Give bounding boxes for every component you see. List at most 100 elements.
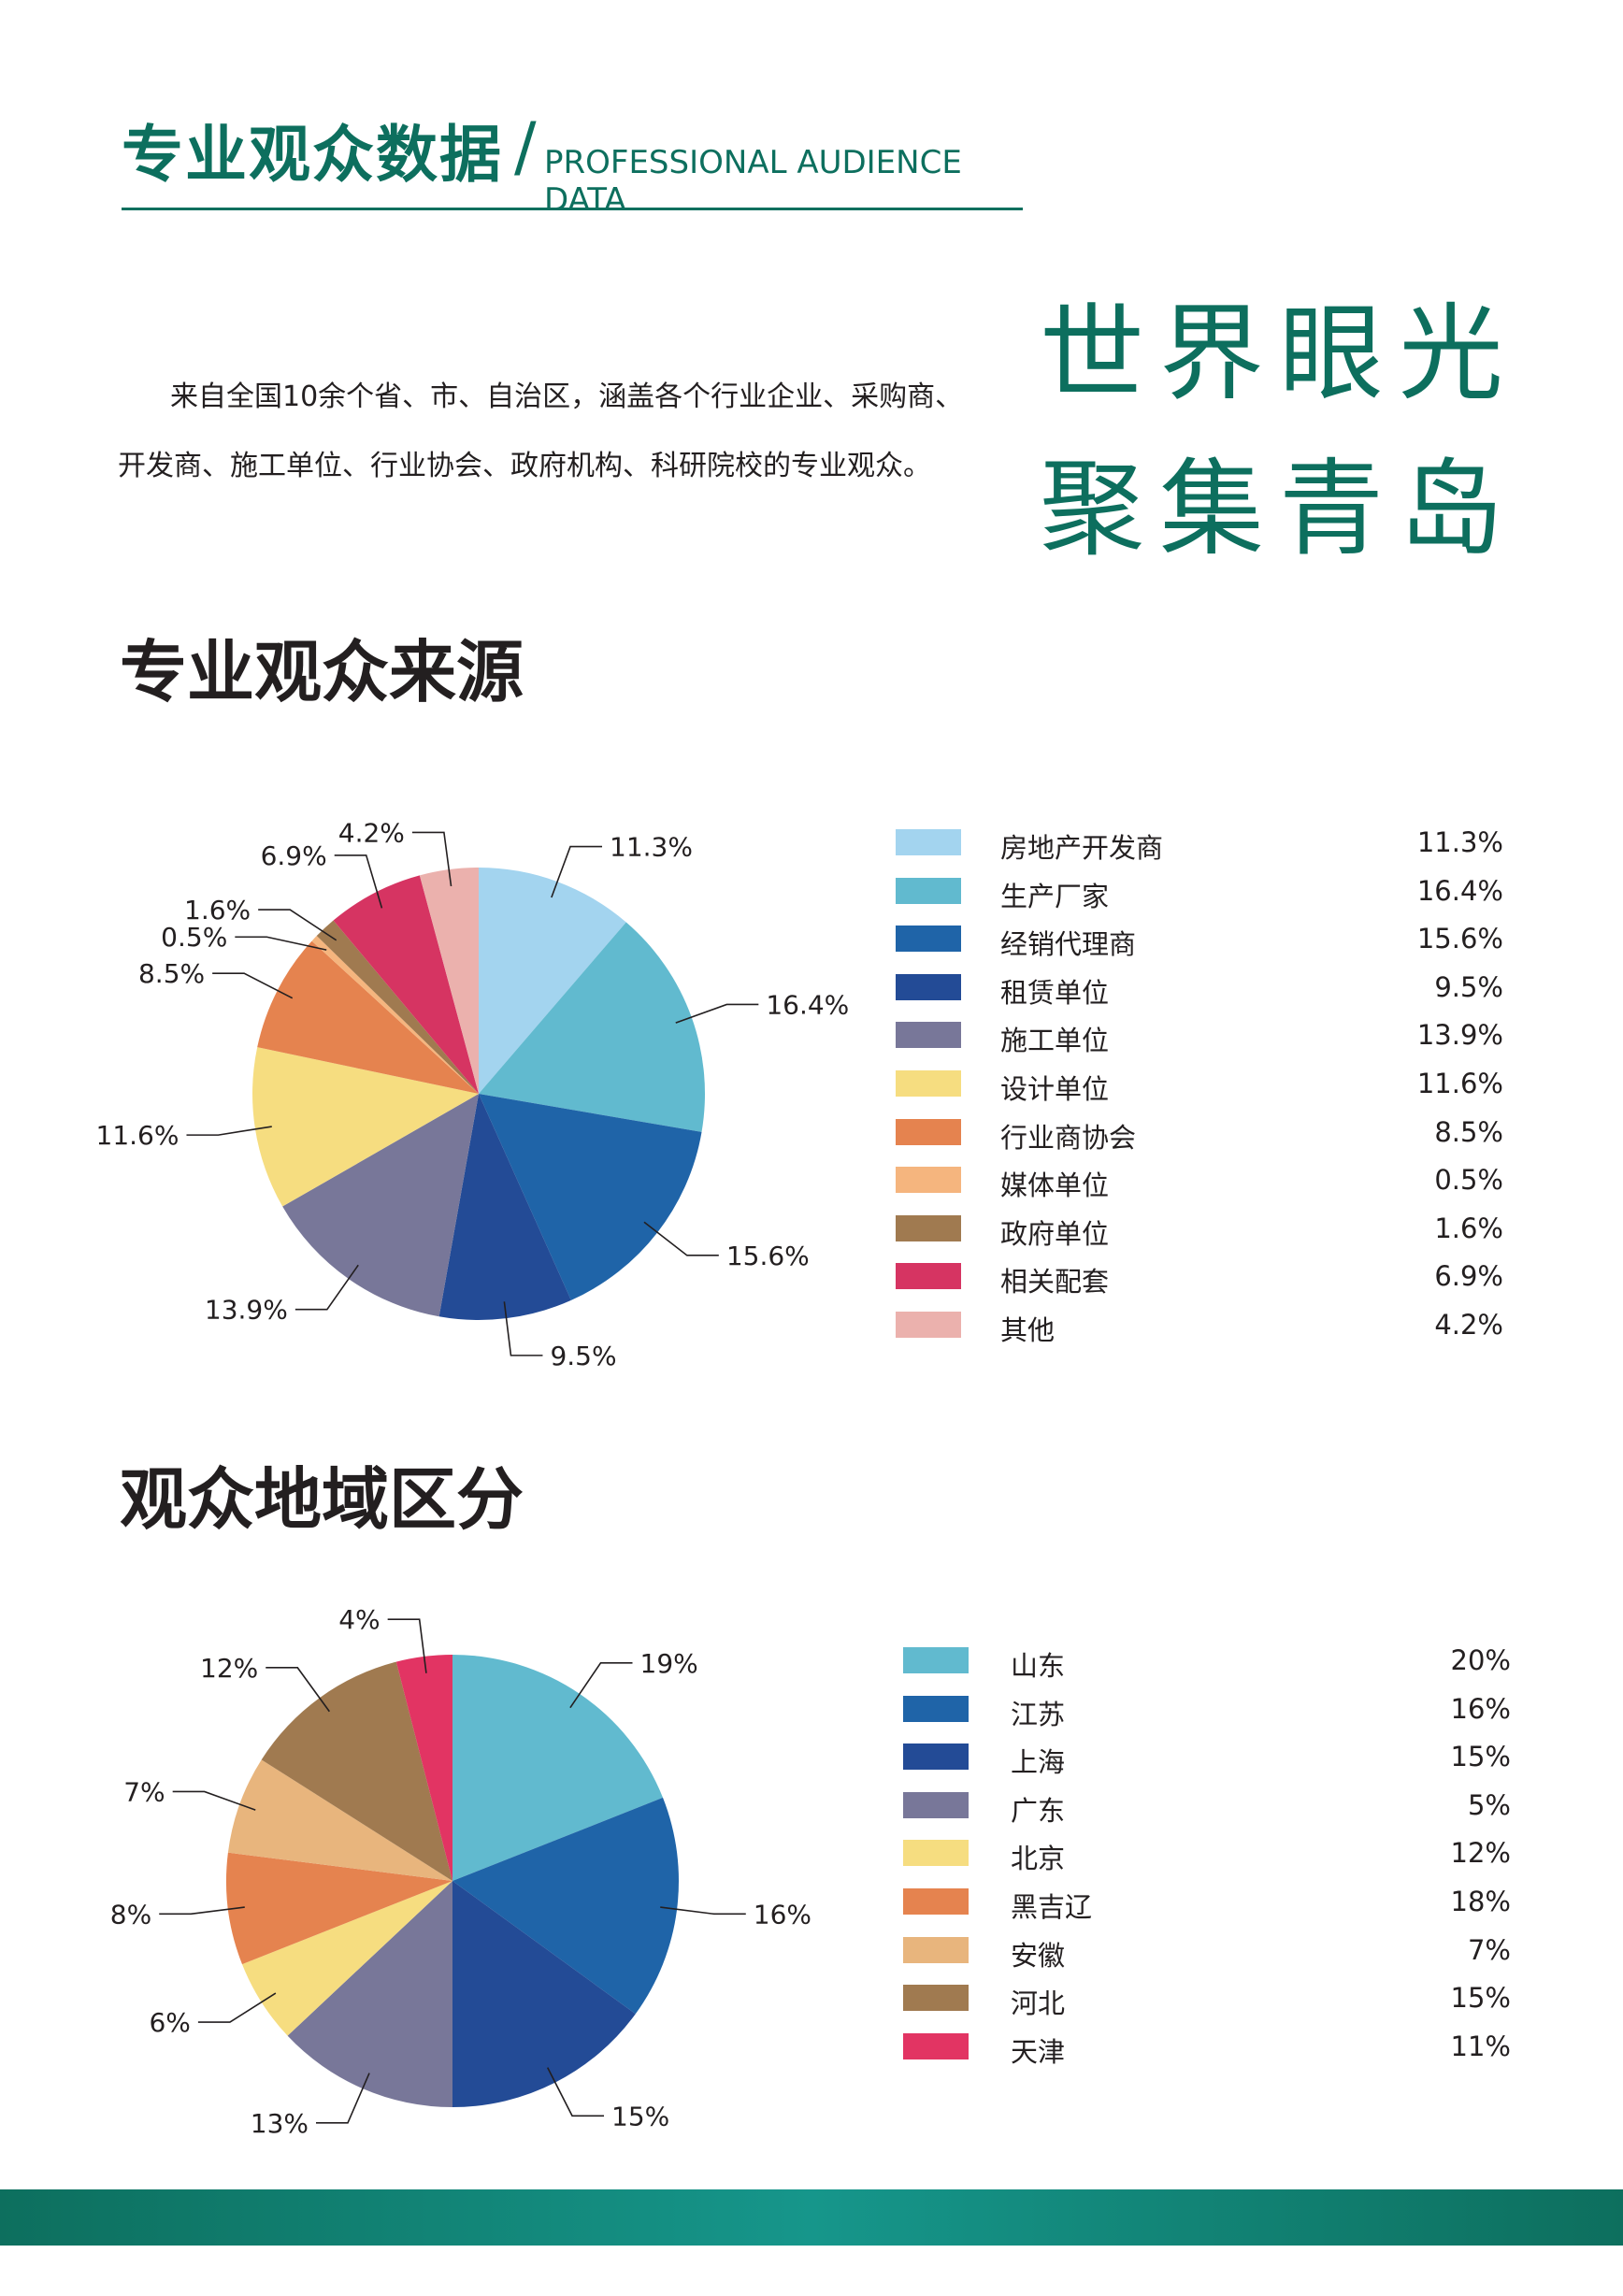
pie-slice-5 bbox=[252, 1047, 479, 1207]
legend-swatch bbox=[896, 829, 961, 855]
pie-slice-7 bbox=[261, 1661, 452, 1881]
legend-value: 16% bbox=[1450, 1692, 1511, 1725]
legend-value: 16.4% bbox=[1416, 874, 1503, 907]
legend-swatch bbox=[903, 1791, 969, 1818]
legend-item: 设计单位 11.6% bbox=[896, 1068, 1503, 1105]
pie-label-4: 6% bbox=[149, 2007, 190, 2038]
pie-chart-source: 11.3% 16.4% 15.6% 9.5% 13.9% 11.6% 8.5% 0.5%1.6… bbox=[96, 817, 850, 1370]
legend-swatch bbox=[896, 926, 961, 953]
pie-label-9: 6.9% bbox=[261, 840, 327, 871]
pie-label-3: 13% bbox=[251, 2108, 309, 2139]
legend-value: 1.6% bbox=[1434, 1212, 1503, 1244]
pie-slice-9 bbox=[333, 875, 479, 1094]
pie-slice-8 bbox=[316, 920, 479, 1094]
legend-value: 18% bbox=[1450, 1886, 1511, 1917]
pie-label-0: 11.3% bbox=[610, 832, 693, 863]
legend-label: 政府单位 bbox=[1000, 1217, 1110, 1250]
leader-line-8 bbox=[258, 909, 338, 941]
legend-swatch bbox=[896, 1167, 961, 1194]
legend-item: 黑吉辽 18% bbox=[903, 1886, 1511, 1923]
pie-slice-0 bbox=[479, 868, 626, 1094]
legend-item: 广东 5% bbox=[903, 1789, 1511, 1827]
leader-line-0 bbox=[551, 845, 603, 898]
legend-label: 媒体单位 bbox=[1000, 1170, 1110, 1202]
pie-chart-region: 19% 16% 15% 13% 6% 8% 7% 12% 4% bbox=[110, 1604, 812, 2139]
legend-item: 天津 11% bbox=[903, 2030, 1511, 2068]
leader-line-3 bbox=[316, 2073, 370, 2124]
legend-value: 15% bbox=[1450, 1982, 1511, 2015]
legend-swatch bbox=[903, 1985, 969, 2012]
legend-swatch bbox=[896, 1022, 961, 1049]
leader-line-7 bbox=[266, 1667, 330, 1713]
pie-label-3: 9.5% bbox=[550, 1341, 616, 1371]
legend-value: 11.3% bbox=[1416, 826, 1503, 858]
legend-swatch bbox=[903, 1840, 969, 1867]
legend-item: 施工单位 13.9% bbox=[896, 1019, 1503, 1056]
pie-label-0: 19% bbox=[640, 1648, 698, 1679]
pie-label-2: 15.6% bbox=[726, 1241, 810, 1271]
footer-bar bbox=[0, 2189, 1623, 2246]
legend-value: 15.6% bbox=[1416, 923, 1503, 955]
legend-region: 山东 20% 江苏 16% 上海 15% 广东 5% 北京 12% 黑吉辽 18% 安徽 7% 河北 15% 天… bbox=[903, 1644, 1511, 2131]
legend-item: 河北 15% bbox=[903, 1982, 1511, 2019]
legend-item: 媒体单位 0.5% bbox=[896, 1164, 1503, 1201]
pie-slice-7 bbox=[311, 936, 479, 1094]
legend-swatch bbox=[896, 1118, 961, 1145]
legend-item: 上海 15% bbox=[903, 1741, 1511, 1778]
page-subtitle: PROFESSIONAL AUDIENCE DATA bbox=[544, 144, 962, 219]
legend-swatch bbox=[903, 1695, 969, 1722]
legend-item: 经销代理商 15.6% bbox=[896, 923, 1503, 960]
legend-value: 7% bbox=[1467, 1933, 1511, 1966]
legend-value: 15% bbox=[1450, 1741, 1511, 1773]
legend-label: 设计单位 bbox=[1000, 1073, 1110, 1105]
legend-value: 11% bbox=[1450, 2030, 1511, 2062]
legend-item: 江苏 16% bbox=[903, 1692, 1511, 1730]
pie-label-7: 12% bbox=[200, 1653, 258, 1684]
legend-label: 相关配套 bbox=[1000, 1266, 1110, 1299]
legend-swatch bbox=[903, 1647, 969, 1673]
leader-line-1 bbox=[660, 1906, 746, 1916]
pie-label-10: 4.2% bbox=[338, 817, 405, 848]
slogan-line-2: 聚集青岛 bbox=[1040, 449, 1518, 570]
leader-line-5 bbox=[186, 1126, 272, 1136]
page-title: 专业观众数据 bbox=[122, 119, 503, 191]
page-header: 专业观众数据 / PROFESSIONAL AUDIENCE DATA bbox=[122, 105, 1023, 219]
legend-value: 12% bbox=[1450, 1837, 1511, 1870]
legend-label: 河北 bbox=[1011, 1987, 1066, 2020]
legend-item: 政府单位 1.6% bbox=[896, 1212, 1503, 1250]
pie-slice-0 bbox=[452, 1655, 664, 1881]
pie-label-7: 0.5% bbox=[161, 922, 227, 953]
pie-slice-3 bbox=[287, 1881, 452, 2107]
pie-slice-6 bbox=[227, 1759, 452, 1881]
legend-swatch bbox=[896, 877, 961, 904]
legend-item: 相关配套 6.9% bbox=[896, 1260, 1503, 1298]
pie-label-2: 15% bbox=[611, 2101, 669, 2131]
legend-value: 6.9% bbox=[1434, 1260, 1503, 1293]
legend-label: 上海 bbox=[1011, 1746, 1066, 1779]
intro-paragraph: 来自全国10余个省、市、自治区，涵盖各个行业企业、采购商、 开发商、施工单位、行… bbox=[118, 363, 978, 501]
leader-line-10 bbox=[411, 831, 452, 887]
legend-label: 安徽 bbox=[1011, 1939, 1066, 1972]
legend-value: 4.2% bbox=[1434, 1309, 1503, 1341]
leader-line-6 bbox=[172, 1790, 256, 1811]
leader-line-4 bbox=[294, 1264, 359, 1311]
pie-slice-6 bbox=[257, 940, 479, 1094]
title-slash: / bbox=[514, 108, 537, 185]
leader-line-5 bbox=[159, 1906, 245, 1916]
legend-value: 8.5% bbox=[1434, 1115, 1503, 1148]
pie-label-4: 13.9% bbox=[205, 1295, 288, 1326]
leader-line-1 bbox=[675, 1003, 759, 1024]
leader-line-6 bbox=[212, 972, 294, 999]
legend-label: 天津 bbox=[1011, 2035, 1066, 2068]
legend-label: 生产厂家 bbox=[1000, 880, 1110, 912]
legend-label: 房地产开发商 bbox=[1000, 832, 1164, 864]
legend-label: 黑吉辽 bbox=[1011, 1891, 1093, 1923]
pie-slice-3 bbox=[438, 1094, 571, 1320]
pie-slice-1 bbox=[452, 1797, 679, 2015]
legend-label: 江苏 bbox=[1011, 1698, 1066, 1730]
legend-label: 北京 bbox=[1011, 1843, 1066, 1875]
leader-line-8 bbox=[387, 1618, 427, 1673]
pie-slice-4 bbox=[241, 1881, 452, 2036]
legend-item: 北京 12% bbox=[903, 1837, 1511, 1874]
legend-label: 山东 bbox=[1011, 1650, 1066, 1682]
